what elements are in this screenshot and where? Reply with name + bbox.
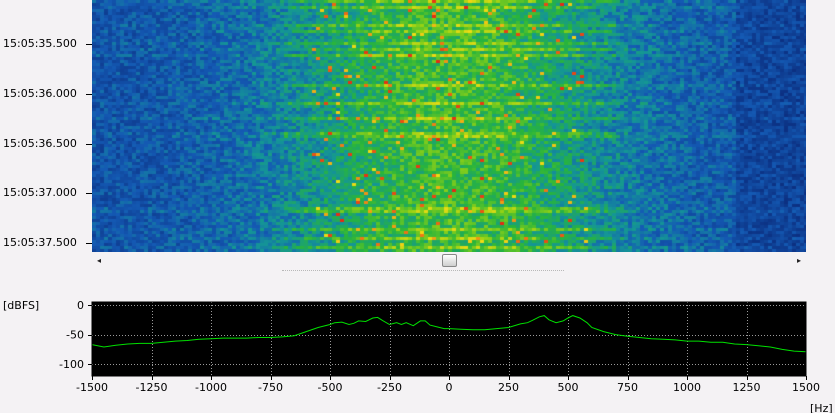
- y-tick-label: -100: [59, 358, 84, 371]
- x-tick-label: -1250: [136, 381, 168, 394]
- time-label: 15:05:37.500: [3, 236, 77, 249]
- grid-lines: [92, 302, 806, 376]
- x-tick-label: -1000: [195, 381, 227, 394]
- y-tick-label: -50: [66, 329, 84, 342]
- spectrum-panel: [dBFS] [Hz] 0 -50 -100 -1500 -1250 -1000 -750…: [0, 290, 835, 413]
- x-tick-label: 1000: [673, 381, 701, 394]
- x-tick-label: 750: [617, 381, 638, 394]
- time-tick: [86, 44, 92, 45]
- scroll-track-grip: [282, 270, 564, 271]
- y-tick-label: 0: [77, 299, 84, 312]
- plot-frame: [91, 301, 807, 377]
- scroll-thumb[interactable]: [441, 254, 457, 267]
- x-tick-label: 0: [446, 381, 453, 394]
- y-axis-unit: [dBFS]: [3, 299, 39, 312]
- scroll-right-arrow-icon[interactable]: ▸: [796, 256, 801, 265]
- waterfall-panel: 15:05:35.500 15:05:36.000 15:05:36.500 1…: [3, 0, 806, 252]
- time-tick: [86, 243, 92, 244]
- time-tick: [86, 94, 92, 95]
- x-tick-label: -750: [258, 381, 283, 394]
- x-axis-unit: [Hz]: [810, 402, 833, 413]
- spectrum-trace: [91, 315, 807, 353]
- horizontal-scrollbar[interactable]: ◂ ▸: [92, 252, 806, 271]
- x-tick-label: 1250: [733, 381, 761, 394]
- time-label: 15:05:36.000: [3, 87, 77, 100]
- time-tick: [86, 144, 92, 145]
- waterfall-spectrogram[interactable]: [92, 0, 806, 252]
- x-tick-label: 500: [558, 381, 579, 394]
- x-tick-label: -1500: [76, 381, 108, 394]
- time-tick: [86, 193, 92, 194]
- scroll-left-arrow-icon[interactable]: ◂: [96, 256, 101, 265]
- x-tick-label: 250: [498, 381, 519, 394]
- x-tick-label: -500: [318, 381, 343, 394]
- x-tick-label: -250: [377, 381, 402, 394]
- y-axis-ticks: 0 -50 -100: [59, 299, 92, 371]
- time-label: 15:05:37.000: [3, 186, 77, 199]
- time-label: 15:05:36.500: [3, 137, 77, 150]
- spectrum-chart: [dBFS] [Hz] 0 -50 -100 -1500 -1250 -1000 -750…: [3, 299, 833, 413]
- time-label: 15:05:35.500: [3, 37, 77, 50]
- x-tick-label: 1500: [792, 381, 820, 394]
- x-axis-ticks: -1500 -1250 -1000 -750 -500 -250 0 250 500 750 100…: [76, 376, 820, 394]
